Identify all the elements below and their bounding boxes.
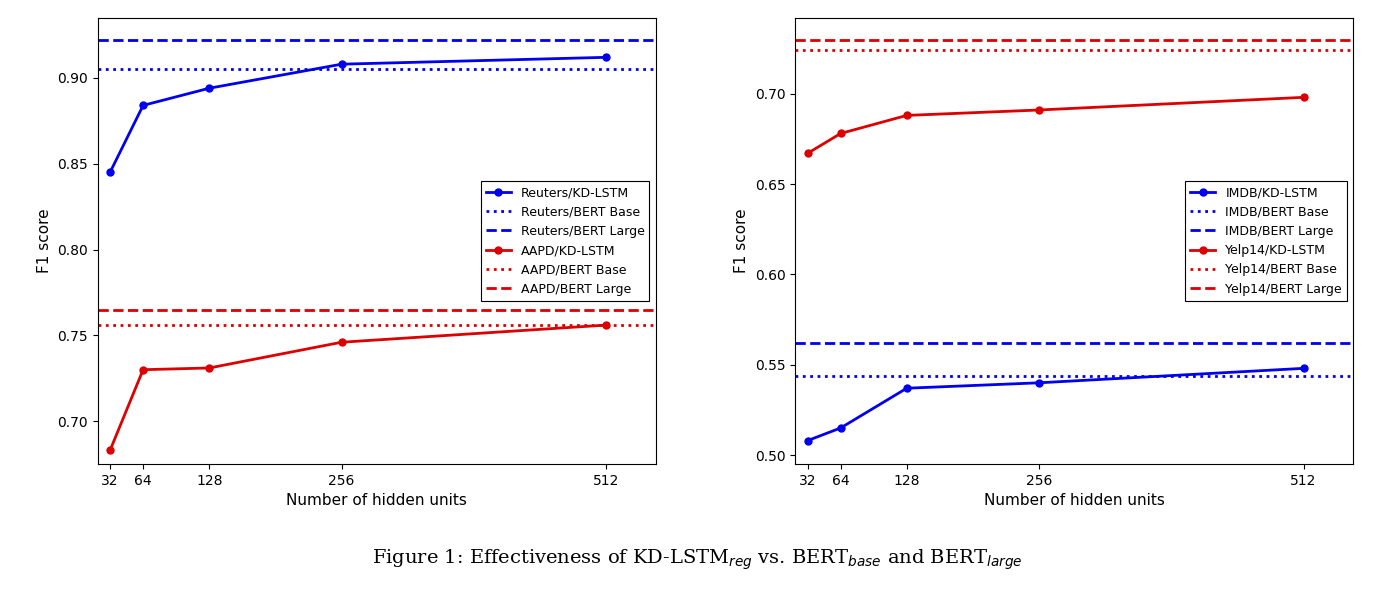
Text: Figure 1: Effectiveness of KD-LSTM$_{reg}$ vs. BERT$_{base}$ and BERT$_{large}$: Figure 1: Effectiveness of KD-LSTM$_{reg… xyxy=(372,547,1023,572)
Yelp14/KD-LSTM xyxy=(799,150,816,157)
IMDB/BERT Large xyxy=(766,340,783,347)
Yelp14/KD-LSTM xyxy=(898,112,915,119)
AAPD/BERT Large xyxy=(70,306,86,313)
IMDB/KD-LSTM xyxy=(1031,379,1048,386)
Yelp14/KD-LSTM xyxy=(1295,94,1311,101)
IMDB/BERT Base xyxy=(767,372,784,379)
X-axis label: Number of hidden units: Number of hidden units xyxy=(983,493,1165,508)
AAPD/BERT Base xyxy=(68,321,85,328)
Yelp14/BERT Large xyxy=(767,36,784,43)
Legend: Reuters/KD-LSTM, Reuters/BERT Base, Reuters/BERT Large, AAPD/KD-LSTM, AAPD/BERT : Reuters/KD-LSTM, Reuters/BERT Base, Reut… xyxy=(480,181,650,300)
Reuters/KD-LSTM xyxy=(597,54,614,61)
Reuters/BERT Base xyxy=(68,66,85,73)
Reuters/KD-LSTM xyxy=(135,102,152,109)
IMDB/BERT Large xyxy=(767,340,784,347)
Reuters/BERT Base xyxy=(70,66,86,73)
Reuters/BERT Large xyxy=(68,37,85,44)
Yelp14/KD-LSTM xyxy=(1031,107,1048,114)
IMDB/KD-LSTM xyxy=(833,424,850,431)
Yelp14/BERT Large xyxy=(766,36,783,43)
AAPD/KD-LSTM xyxy=(135,366,152,373)
Yelp14/BERT Base xyxy=(766,47,783,54)
Reuters/KD-LSTM xyxy=(333,61,350,68)
Reuters/KD-LSTM xyxy=(201,84,218,92)
IMDB/KD-LSTM xyxy=(898,384,915,392)
AAPD/BERT Large xyxy=(68,306,85,313)
IMDB/KD-LSTM xyxy=(799,437,816,444)
AAPD/KD-LSTM xyxy=(201,364,218,371)
AAPD/KD-LSTM xyxy=(597,321,614,328)
AAPD/BERT Base xyxy=(70,321,86,328)
Y-axis label: F1 score: F1 score xyxy=(734,209,749,273)
Line: Reuters/KD-LSTM: Reuters/KD-LSTM xyxy=(106,54,610,176)
Reuters/KD-LSTM xyxy=(102,169,119,176)
Line: AAPD/KD-LSTM: AAPD/KD-LSTM xyxy=(106,322,610,454)
Legend: IMDB/KD-LSTM, IMDB/BERT Base, IMDB/BERT Large, Yelp14/KD-LSTM, Yelp14/BERT Base,: IMDB/KD-LSTM, IMDB/BERT Base, IMDB/BERT … xyxy=(1186,181,1348,300)
IMDB/BERT Base xyxy=(766,372,783,379)
Line: Yelp14/KD-LSTM: Yelp14/KD-LSTM xyxy=(804,94,1307,157)
Reuters/BERT Large xyxy=(70,37,86,44)
AAPD/KD-LSTM xyxy=(333,339,350,346)
AAPD/KD-LSTM xyxy=(102,447,119,454)
Line: IMDB/KD-LSTM: IMDB/KD-LSTM xyxy=(804,365,1307,444)
Yelp14/BERT Base xyxy=(767,47,784,54)
Y-axis label: F1 score: F1 score xyxy=(36,209,52,273)
IMDB/KD-LSTM xyxy=(1295,365,1311,372)
X-axis label: Number of hidden units: Number of hidden units xyxy=(286,493,467,508)
Yelp14/KD-LSTM xyxy=(833,130,850,137)
